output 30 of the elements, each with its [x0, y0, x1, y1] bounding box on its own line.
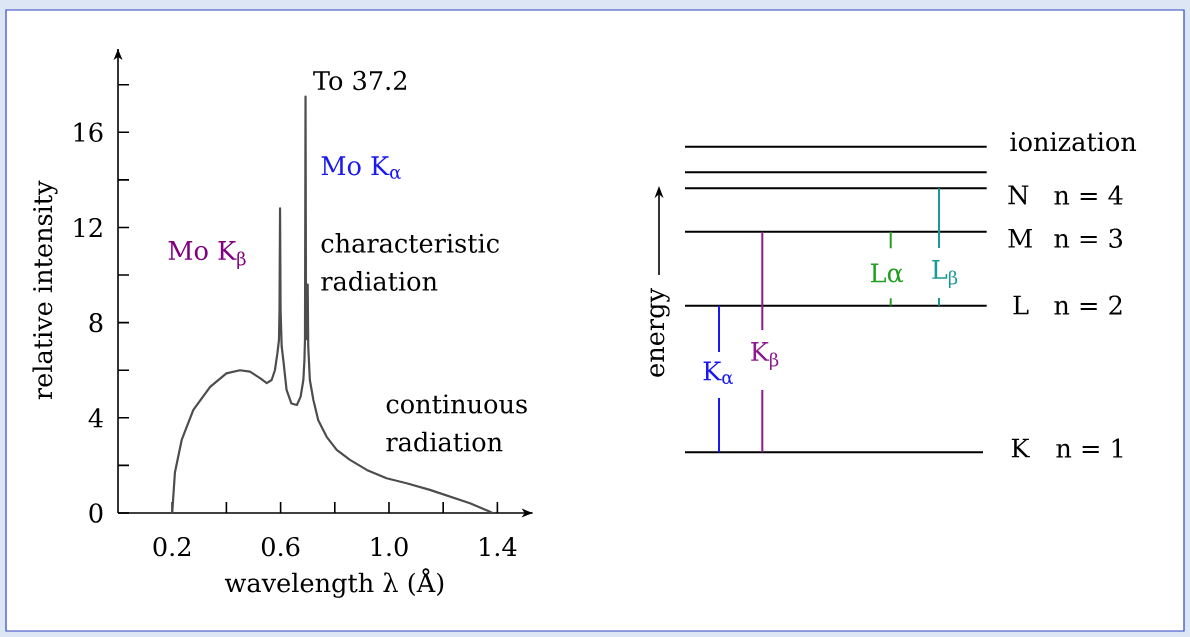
text: n = 2: [1054, 295, 1122, 315]
y-tick-label: 0: [89, 503, 103, 523]
text: L: [1013, 295, 1029, 315]
y-tick-label: 12: [74, 217, 102, 237]
annotation: To 37.2: [313, 70, 407, 91]
text: n = 4: [1054, 185, 1123, 205]
text: K$_{β}$: [751, 342, 779, 370]
text: N: [1008, 185, 1029, 205]
text: K$_{α}$: [703, 361, 733, 385]
annotation: Mo K$_{β}$: [168, 241, 246, 269]
x-tick-label: 0.2: [153, 536, 191, 557]
text: n = 1: [1056, 438, 1123, 458]
x-tick-label: 1.4: [480, 536, 517, 557]
y-tick-label: 4: [88, 408, 103, 428]
y-tick-label: 8: [89, 312, 103, 333]
text: Lα: [870, 263, 904, 283]
text: K: [1011, 438, 1030, 458]
text: energy: [650, 288, 670, 377]
x-tick-label: 1.0: [371, 536, 408, 557]
x-tick-label: 0.6: [261, 536, 300, 557]
annotation: continuous radiation: [386, 394, 527, 452]
y-tick-label: 16: [74, 122, 103, 142]
text: M: [1008, 228, 1032, 248]
text: L$_{β}$: [932, 260, 958, 288]
text: ionization: [1010, 132, 1137, 152]
annotation: characteristic radiation: [321, 233, 499, 291]
y-axis-title: relative intensity: [32, 180, 58, 400]
annotation: Mo K$_{α}$: [321, 156, 401, 179]
x-axis-title: wavelength λ (Å): [224, 568, 444, 598]
text: n = 3: [1054, 228, 1122, 248]
